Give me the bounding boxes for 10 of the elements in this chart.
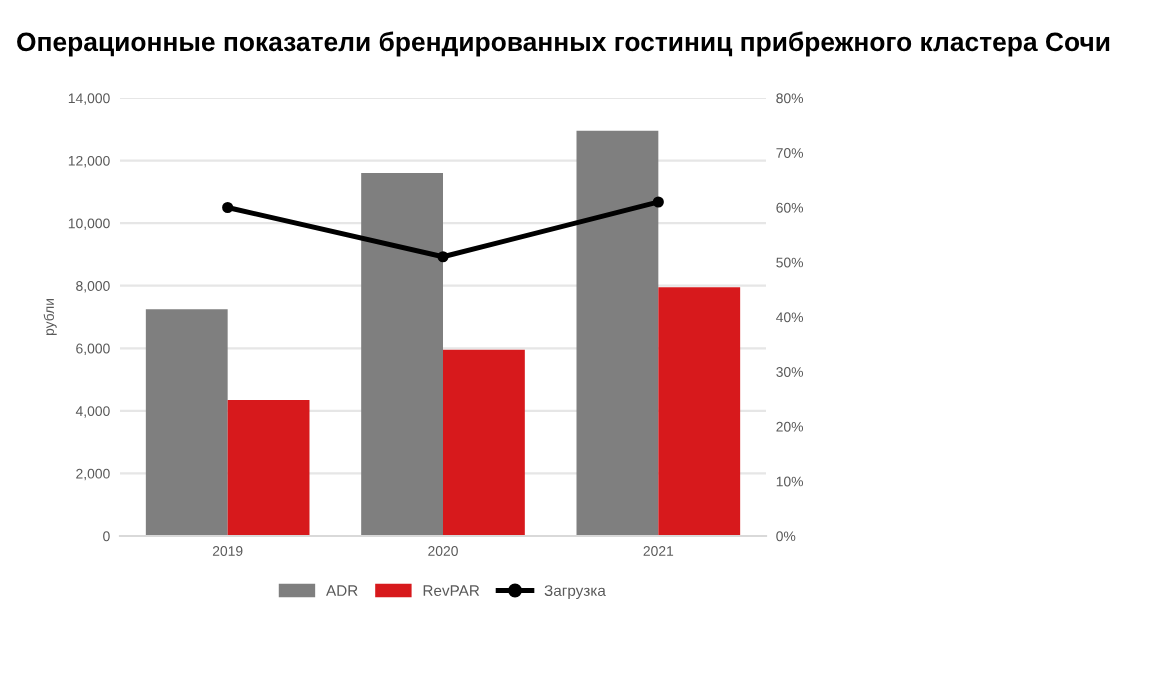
- bar: [361, 173, 443, 536]
- point: [652, 196, 664, 208]
- point: [222, 201, 234, 214]
- bar: [145, 309, 228, 536]
- bar: [658, 287, 741, 536]
- chart-title: Операционные показатели брендированных гостиниц прибрежного кластера Сочи: [17, 31, 1110, 57]
- bar: [576, 130, 659, 536]
- bar: [443, 349, 525, 536]
- point: [437, 251, 449, 263]
- bar: [227, 399, 310, 536]
